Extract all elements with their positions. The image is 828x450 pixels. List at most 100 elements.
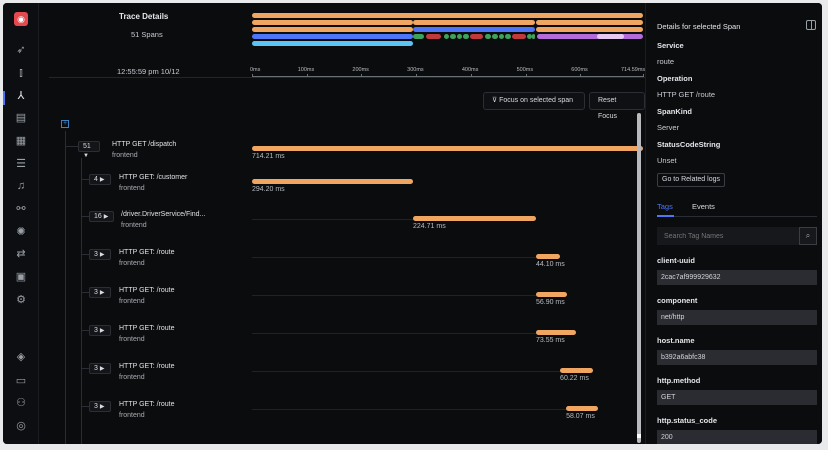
minimap-span bbox=[484, 34, 492, 39]
settings-icon[interactable]: ⚙ bbox=[16, 294, 26, 306]
tag-search-input[interactable] bbox=[657, 227, 799, 245]
minimap-span bbox=[596, 34, 625, 39]
span-duration: 294.20 ms bbox=[252, 186, 285, 193]
bug-icon[interactable]: ✺ bbox=[16, 226, 26, 238]
traces-icon[interactable]: ⅄ bbox=[17, 90, 25, 102]
span-duration: 714.21 ms bbox=[252, 153, 285, 160]
span-bar[interactable] bbox=[252, 179, 413, 184]
tag-value: 200 bbox=[657, 430, 817, 444]
span-count: 51 Spans bbox=[131, 30, 163, 39]
trace-timestamp: 12:55:59 pm 10/12 bbox=[117, 67, 180, 76]
caret-right-icon: ▶ bbox=[99, 252, 105, 258]
span-name[interactable]: HTTP GET: /customer bbox=[119, 174, 188, 181]
caret-right-icon: ▶ bbox=[103, 214, 109, 220]
span-name[interactable]: /driver.DriverService/Find... bbox=[121, 211, 206, 218]
span-bar[interactable] bbox=[535, 292, 568, 297]
resize-handle[interactable] bbox=[637, 434, 641, 438]
tab-tags[interactable]: Tags bbox=[657, 202, 673, 211]
span-duration: 60.22 ms bbox=[560, 375, 589, 382]
list-icon[interactable]: ☰ bbox=[16, 158, 26, 170]
axis-tick-label: 100ms bbox=[297, 67, 315, 73]
span-bar[interactable] bbox=[535, 330, 577, 335]
axis-tick-label: 714.59ms bbox=[621, 67, 646, 73]
span-toggle[interactable]: 16 ▶ bbox=[89, 211, 114, 222]
expand-all-icon[interactable]: + bbox=[61, 120, 69, 128]
span-track bbox=[252, 409, 567, 410]
pipeline-icon[interactable]: ⇄ bbox=[16, 248, 26, 260]
caret-right-icon: ▶ bbox=[99, 177, 105, 183]
axis-tick-label: 300ms bbox=[407, 67, 424, 73]
span-details-panel: Details for selected Span Service route Op… bbox=[645, 3, 822, 444]
scrollbar[interactable] bbox=[637, 113, 641, 443]
minimap-span bbox=[413, 27, 536, 32]
page-title: Trace Details bbox=[119, 12, 169, 21]
focus-span-button[interactable]: ⊽ Focus on selected span bbox=[483, 92, 585, 110]
span-name[interactable]: HTTP GET: /route bbox=[119, 249, 175, 256]
span-service: frontend bbox=[119, 374, 145, 381]
axis-tick-label: 500ms bbox=[516, 67, 534, 73]
child-count: 3 bbox=[94, 251, 98, 258]
minimap-span bbox=[252, 13, 643, 18]
logs-icon[interactable]: ▤ bbox=[15, 112, 27, 124]
bar-chart-icon[interactable]: ⫾ bbox=[19, 67, 23, 79]
span-toggle[interactable]: 4 ▶ bbox=[89, 174, 111, 185]
span-name[interactable]: HTTP GET: /route bbox=[119, 401, 175, 408]
minimap-span bbox=[469, 34, 483, 39]
rocket-icon[interactable]: ➶ bbox=[16, 44, 26, 56]
minimap-span bbox=[498, 34, 505, 39]
field-label: Operation bbox=[657, 74, 693, 83]
tab-divider bbox=[657, 216, 817, 217]
integrations-icon[interactable]: ⚯ bbox=[16, 203, 26, 215]
divider bbox=[49, 77, 645, 78]
span-toggle[interactable]: 51 ▼ bbox=[78, 141, 100, 159]
child-count: 3 bbox=[94, 403, 98, 410]
span-name[interactable]: HTTP GET: /route bbox=[119, 363, 175, 370]
span-toggle[interactable]: 3 ▶ bbox=[89, 287, 111, 298]
child-count: 3 bbox=[94, 365, 98, 372]
focus-label: Focus on selected span bbox=[499, 97, 574, 104]
span-bar[interactable] bbox=[413, 216, 536, 221]
tag-value: 2cac7af999929632 bbox=[657, 270, 817, 285]
span-bar[interactable] bbox=[566, 406, 598, 411]
tree-line bbox=[81, 158, 82, 444]
span-toggle[interactable]: 3 ▶ bbox=[89, 325, 111, 336]
span-toggle[interactable]: 3 ▶ bbox=[89, 249, 111, 260]
axis-tick bbox=[580, 74, 582, 77]
chat-icon[interactable]: ▭ bbox=[15, 375, 27, 387]
minimap-span bbox=[463, 34, 469, 39]
related-logs-button[interactable]: Go to Related logs bbox=[657, 173, 725, 187]
span-duration: 58.07 ms bbox=[566, 413, 595, 420]
span-toggle[interactable]: 3 ▶ bbox=[89, 363, 111, 374]
minimap-span bbox=[425, 34, 441, 39]
span-name[interactable]: HTTP GET: /route bbox=[119, 287, 175, 294]
dashboard-icon[interactable]: ▦ bbox=[15, 135, 27, 147]
span-name[interactable]: HTTP GET: /route bbox=[119, 325, 175, 332]
field-value: Unset bbox=[657, 156, 677, 165]
span-bar[interactable] bbox=[560, 368, 593, 373]
collapse-panel-icon[interactable] bbox=[806, 20, 816, 30]
invite-user-icon[interactable]: ⚇ bbox=[16, 397, 26, 409]
field-value: HTTP GET /route bbox=[657, 90, 716, 99]
span-name[interactable]: HTTP GET /dispatch bbox=[112, 141, 177, 148]
span-service: frontend bbox=[119, 185, 145, 192]
span-duration: 56.90 ms bbox=[535, 299, 565, 306]
span-toggle[interactable]: 3 ▶ bbox=[89, 401, 111, 412]
tab-events[interactable]: Events bbox=[692, 202, 715, 211]
span-bar[interactable] bbox=[252, 146, 643, 151]
logo[interactable]: ◉ bbox=[14, 12, 28, 26]
minimap-span bbox=[511, 34, 526, 39]
layers-icon[interactable]: ◈ bbox=[16, 351, 26, 363]
scrollbar-thumb[interactable] bbox=[637, 113, 641, 443]
tree-connector bbox=[81, 216, 89, 217]
account-icon[interactable]: ◎ bbox=[16, 420, 26, 432]
minimap-span bbox=[505, 34, 511, 39]
span-bar[interactable] bbox=[535, 254, 561, 259]
billing-icon[interactable]: ▣ bbox=[15, 271, 27, 283]
caret-down-icon: ▼ bbox=[83, 153, 89, 159]
child-count: 51 bbox=[83, 143, 91, 150]
reset-focus-button[interactable]: Reset Focus bbox=[589, 92, 645, 120]
span-duration: 73.55 ms bbox=[535, 337, 565, 344]
alerts-icon[interactable]: ♫ bbox=[16, 180, 26, 192]
span-track bbox=[252, 219, 414, 220]
search-icon[interactable]: ⌕ bbox=[799, 227, 817, 245]
